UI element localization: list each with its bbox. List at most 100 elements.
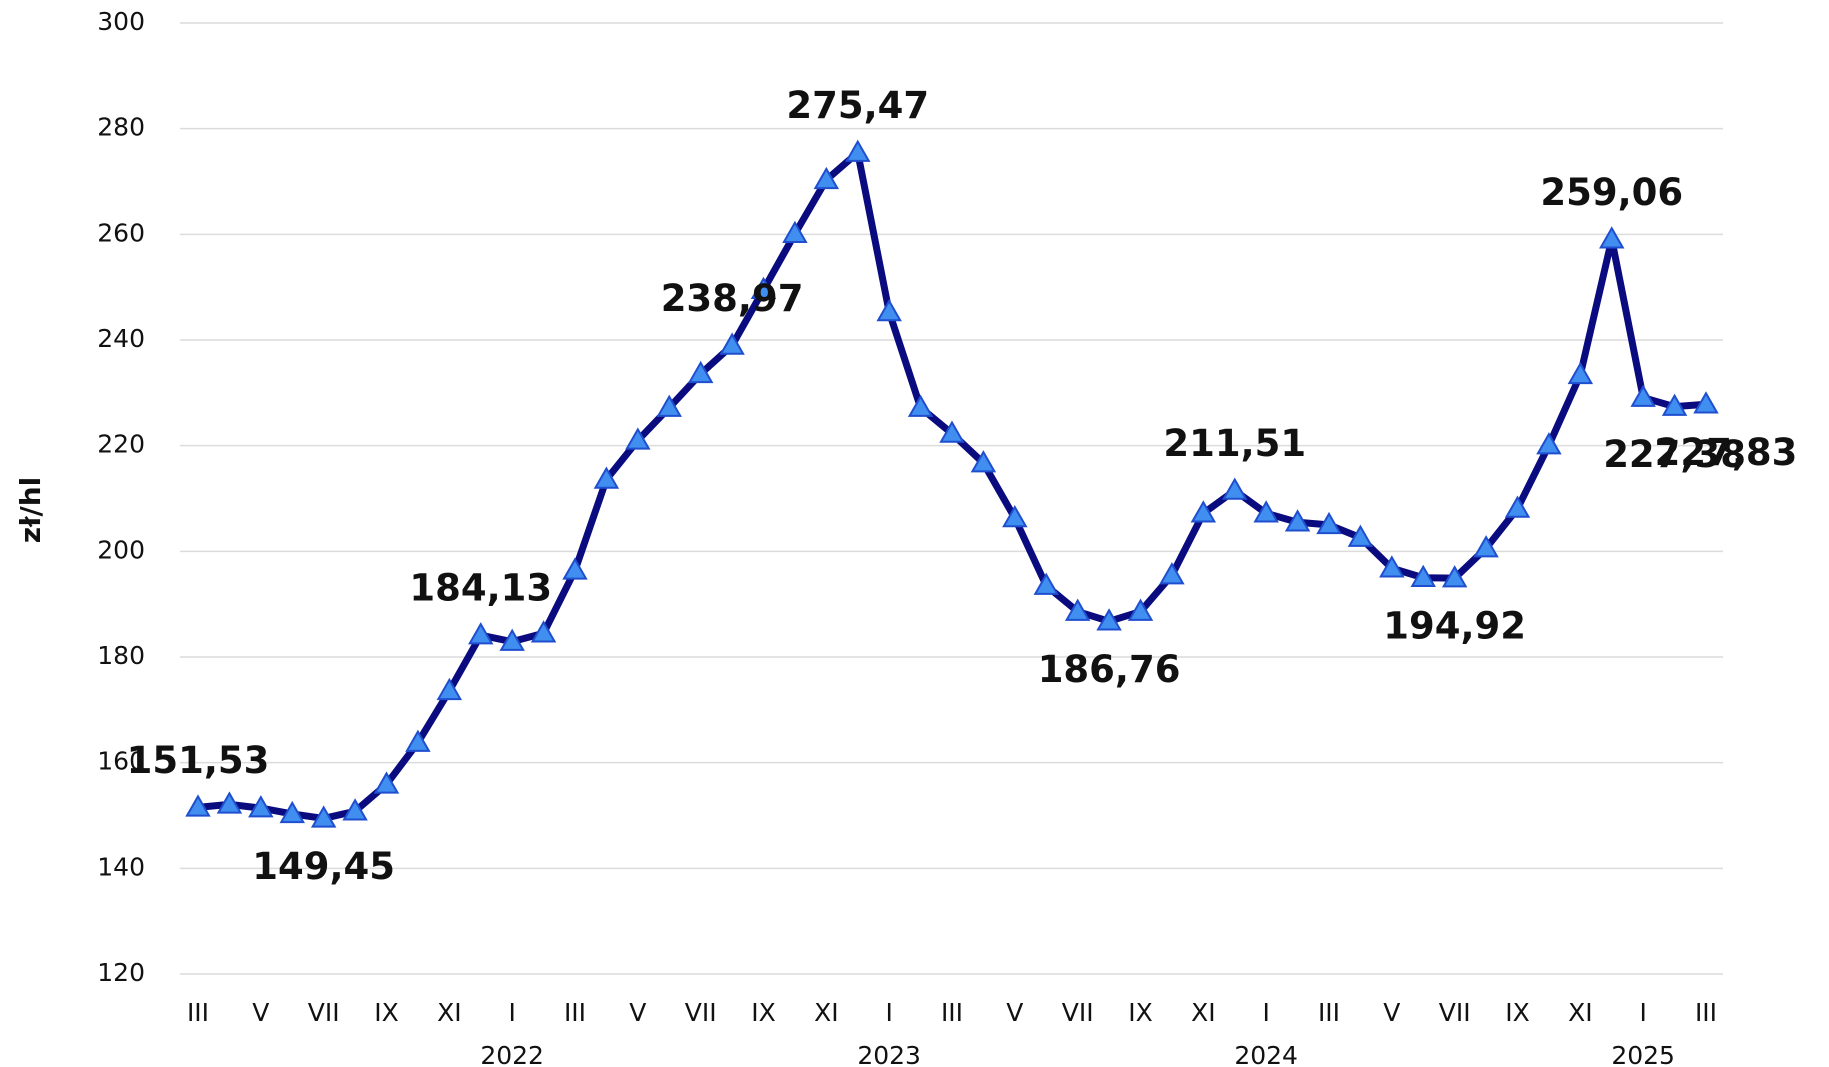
marker	[845, 139, 871, 162]
marker	[782, 220, 808, 244]
y-tick-label: 160	[97, 747, 145, 776]
year-label: 2025	[1611, 1041, 1675, 1067]
x-tick-label: XI	[1568, 998, 1593, 1027]
marker	[625, 427, 651, 450]
marker	[530, 620, 557, 643]
year-label: 2022	[480, 1041, 544, 1067]
marker	[342, 798, 368, 821]
marker	[1222, 477, 1248, 500]
marker	[1253, 500, 1279, 523]
marker	[970, 450, 997, 473]
marker	[185, 794, 211, 817]
value-label: 194,92	[1383, 605, 1526, 648]
y-tick-label: 180	[97, 641, 145, 670]
y-tick-label: 120	[97, 958, 145, 987]
x-tick-label: I	[1262, 998, 1269, 1027]
marker	[562, 557, 588, 580]
y-tick-label: 280	[97, 113, 145, 142]
x-tick-label: VII	[308, 998, 340, 1027]
marker	[1379, 555, 1405, 578]
marker	[216, 791, 243, 814]
marker	[656, 394, 682, 417]
value-label: 227,38	[1603, 433, 1746, 476]
y-tick-label: 220	[97, 430, 145, 459]
marker	[1159, 562, 1185, 585]
line	[197, 149, 1707, 822]
value-label: 238,97	[661, 277, 804, 320]
marker	[593, 466, 620, 489]
marker	[1504, 495, 1531, 518]
marker	[1002, 505, 1028, 528]
y-tick-label: 240	[97, 324, 145, 353]
x-tick-label: V	[1006, 998, 1023, 1027]
marker	[373, 771, 400, 794]
x-tick-label: III	[187, 998, 209, 1027]
marker	[1661, 393, 1688, 416]
y-tick-label: 140	[97, 852, 145, 881]
x-tick-label: V	[252, 998, 269, 1027]
marker	[1410, 564, 1436, 587]
y-axis-title: zł/hl	[14, 477, 47, 543]
x-tick-label: VII	[1439, 998, 1471, 1027]
value-label: 151,53	[127, 739, 270, 782]
x-tick-label: IX	[1128, 998, 1153, 1027]
marker	[248, 795, 274, 818]
x-tick-label: IX	[1505, 998, 1530, 1027]
marker	[499, 628, 525, 651]
marker	[1536, 432, 1562, 455]
marker	[436, 677, 463, 701]
marker	[813, 166, 840, 190]
x-tick-label: XI	[1191, 998, 1216, 1027]
x-tick-label: I	[885, 998, 892, 1027]
year-label: 2023	[857, 1041, 921, 1067]
x-tick-label: VII	[685, 998, 717, 1027]
marker	[310, 805, 337, 828]
marker	[279, 800, 305, 824]
marker	[907, 394, 934, 417]
marker	[1630, 384, 1656, 407]
y-tick-label: 200	[97, 535, 145, 564]
x-tick-label: III	[941, 998, 963, 1027]
y-tick-label: 300	[97, 7, 145, 36]
year-label: 2024	[1234, 1041, 1298, 1067]
value-label: 259,06	[1540, 171, 1683, 214]
value-label: 275,47	[786, 84, 929, 127]
x-tick-label: I	[508, 998, 515, 1027]
x-tick-label: III	[564, 998, 586, 1027]
x-tick-label: I	[1639, 998, 1646, 1027]
x-tick-label: IX	[374, 998, 399, 1027]
marker	[1316, 511, 1342, 535]
y-tick-label: 260	[97, 218, 145, 247]
value-label: 211,51	[1163, 422, 1306, 465]
marker	[1599, 226, 1625, 249]
marker	[1096, 608, 1122, 631]
marker	[1693, 391, 1719, 414]
value-label: 186,76	[1038, 648, 1181, 691]
value-label: 184,13	[409, 567, 552, 610]
marker	[1347, 524, 1374, 547]
marker	[1441, 565, 1468, 588]
x-tick-label: IX	[751, 998, 776, 1027]
marker	[876, 298, 902, 322]
marker	[1473, 535, 1499, 558]
marker	[1567, 361, 1594, 385]
marker	[750, 276, 777, 300]
marker	[1064, 598, 1091, 621]
value-label: 149,45	[252, 845, 395, 888]
marker	[1127, 598, 1154, 621]
marker	[1284, 509, 1311, 532]
marker	[405, 729, 431, 752]
x-tick-label: III	[1695, 998, 1717, 1027]
marker	[719, 332, 745, 355]
x-tick-label: V	[629, 998, 646, 1027]
x-tick-label: III	[1318, 998, 1340, 1027]
x-tick-label: V	[1383, 998, 1400, 1027]
marker	[939, 420, 965, 443]
x-tick-label: VII	[1062, 998, 1094, 1027]
x-tick-label: XI	[814, 998, 839, 1027]
marker	[1033, 572, 1059, 595]
marker	[687, 360, 714, 384]
x-tick-label: XI	[437, 998, 462, 1027]
